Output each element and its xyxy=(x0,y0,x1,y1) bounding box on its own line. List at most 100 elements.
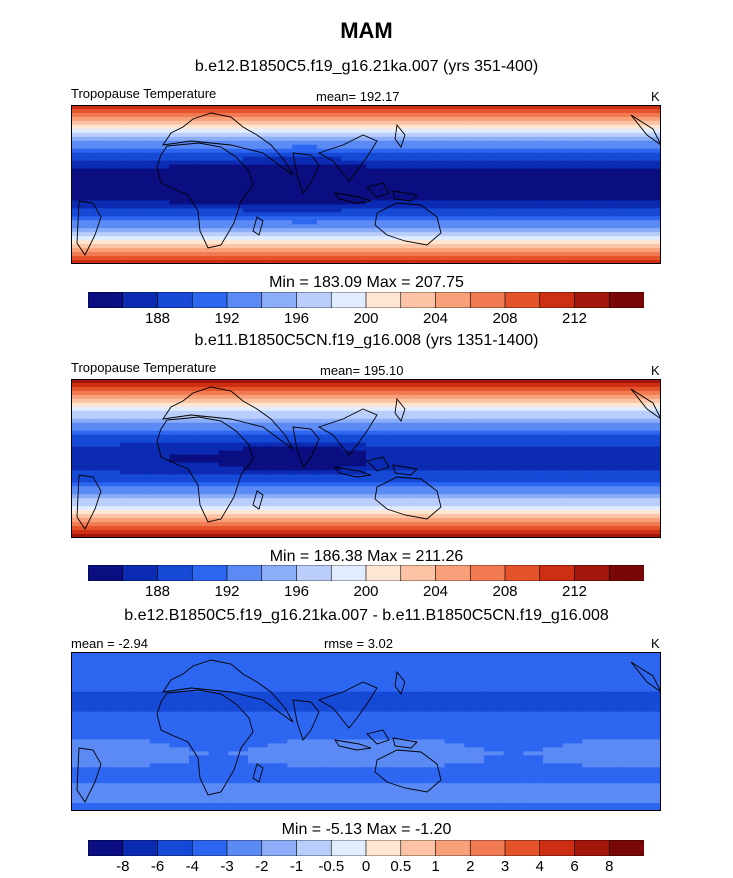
map-cell xyxy=(538,422,564,428)
map-cell xyxy=(144,256,170,261)
map-cell xyxy=(149,739,170,745)
map-cell xyxy=(611,379,638,384)
map-cell xyxy=(193,192,220,198)
map-cell xyxy=(326,767,347,772)
map-cell xyxy=(287,767,308,772)
map-cell xyxy=(444,755,465,760)
map-cell xyxy=(144,204,170,209)
map-cell xyxy=(341,482,367,487)
map-cell xyxy=(611,442,638,448)
map-cell xyxy=(523,663,544,669)
map-cell xyxy=(341,240,367,245)
map-cell xyxy=(488,494,515,499)
map-cell xyxy=(287,731,308,737)
map-cell xyxy=(130,751,151,756)
colorbar-tick-label: 212 xyxy=(561,310,588,327)
map-cell xyxy=(341,164,367,170)
map-cell xyxy=(316,260,343,264)
map-cell xyxy=(71,136,97,142)
map-cell xyxy=(543,739,564,745)
map-cell xyxy=(144,402,170,408)
map-cell xyxy=(366,518,392,523)
map-cell xyxy=(267,486,293,491)
map-cell xyxy=(488,498,515,503)
map-cell xyxy=(366,124,392,130)
map-cell xyxy=(464,414,490,420)
map-cell xyxy=(587,514,613,519)
map-cell xyxy=(169,434,195,440)
map-cell xyxy=(587,192,613,198)
map-cell xyxy=(582,759,603,764)
map-cell xyxy=(602,751,623,756)
colorbar-box-2 xyxy=(157,292,193,308)
map-cell xyxy=(326,787,347,792)
map-cell xyxy=(488,478,515,483)
map-cell xyxy=(95,124,121,130)
map-cell xyxy=(366,406,392,412)
map-cell xyxy=(189,675,210,681)
map-cell xyxy=(144,530,170,535)
map-cell xyxy=(130,719,151,725)
map-cell xyxy=(543,735,564,741)
map-cell xyxy=(464,462,490,468)
map-cell xyxy=(562,695,583,701)
map-cell xyxy=(523,683,544,689)
map-cell xyxy=(71,474,97,479)
map-cell xyxy=(218,442,244,448)
map-cell xyxy=(169,526,195,531)
map-cell xyxy=(341,506,367,511)
map-cell xyxy=(120,474,146,479)
map-cell xyxy=(513,502,539,507)
map-cell xyxy=(208,652,229,657)
panel-1-colorbar xyxy=(88,292,644,308)
map-cell xyxy=(193,410,220,416)
map-cell xyxy=(562,711,583,717)
map-cell xyxy=(316,132,343,138)
map-cell xyxy=(405,719,426,725)
map-cell xyxy=(169,783,190,788)
map-cell xyxy=(611,386,638,392)
map-cell xyxy=(503,691,524,697)
map-cell xyxy=(587,144,613,150)
map-cell xyxy=(243,410,269,416)
map-cell xyxy=(95,386,121,392)
map-cell xyxy=(484,707,505,713)
map-cell xyxy=(464,667,485,673)
map-cell xyxy=(484,652,505,657)
map-cell xyxy=(130,759,151,764)
map-cell xyxy=(208,759,229,764)
map-cell xyxy=(562,663,583,669)
map-cell xyxy=(208,707,229,713)
map-cell xyxy=(218,386,244,392)
coastline-5 xyxy=(366,182,390,198)
map-cell xyxy=(464,228,490,233)
map-cell xyxy=(267,799,288,804)
colorbar-box-13 xyxy=(539,565,576,581)
map-cell xyxy=(562,775,583,780)
map-cell xyxy=(538,252,564,257)
map-cell xyxy=(602,755,623,760)
map-cell xyxy=(439,506,465,511)
map-cell xyxy=(292,390,318,396)
map-cell xyxy=(267,216,293,221)
map-cell xyxy=(611,470,638,475)
map-cell xyxy=(169,414,195,420)
map-cell xyxy=(611,232,638,237)
map-cell xyxy=(267,204,293,209)
map-cell xyxy=(267,490,293,495)
map-cell xyxy=(287,691,308,697)
map-cell xyxy=(611,478,638,483)
map-cell xyxy=(307,771,328,776)
map-cell xyxy=(71,140,97,146)
map-cell xyxy=(149,663,170,669)
map-cell xyxy=(208,655,229,661)
map-cell xyxy=(444,767,465,772)
map-cell xyxy=(587,510,613,515)
map-cell xyxy=(641,799,661,804)
map-cell xyxy=(71,124,97,130)
map-cell xyxy=(488,188,515,194)
map-cell xyxy=(316,180,343,186)
map-cell xyxy=(366,172,392,178)
map-cell xyxy=(562,450,588,456)
map-cell xyxy=(464,236,490,241)
